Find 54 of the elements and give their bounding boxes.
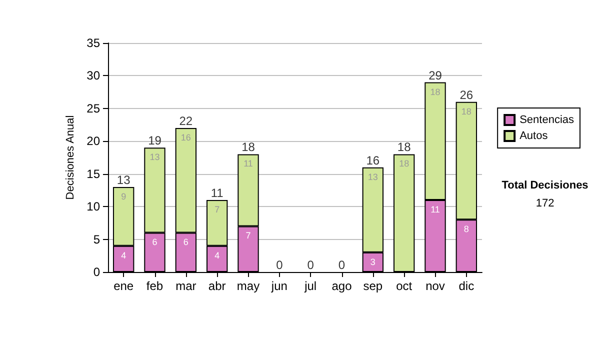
data-label: 9 (121, 191, 126, 202)
total-label: 18 (242, 140, 256, 154)
legend-label: Sentencias (520, 114, 574, 126)
data-label: 7 (214, 204, 220, 215)
total-label: 26 (460, 88, 474, 102)
data-label: 8 (464, 224, 469, 234)
data-label: 6 (183, 237, 188, 248)
x-tick-label: feb (146, 279, 164, 293)
text: Total Decisiones (502, 180, 588, 192)
x-tick-label: jul (304, 279, 317, 293)
x-tick-label: jun (270, 279, 288, 293)
data-label: 18 (461, 106, 472, 116)
total-label: 16 (366, 153, 380, 168)
x-tick-label: abr (208, 279, 226, 293)
data-label: 18 (430, 86, 440, 97)
total-label: 0 (338, 258, 346, 272)
y-axis-title: Decisiones Anual (64, 115, 76, 200)
x-tick-label: oct (396, 279, 413, 293)
data-label: 18 (399, 158, 410, 169)
data-label: 16 (180, 132, 191, 143)
x-tick-label: dic (458, 279, 474, 293)
legend-label: Autos (520, 130, 548, 142)
x-tick-label: sep (363, 279, 383, 293)
data-label: 4 (121, 250, 126, 260)
y-tick-label: 20 (86, 134, 100, 148)
total-label: 22 (179, 114, 193, 128)
y-tick-label: 25 (86, 101, 100, 116)
total-label: 0 (307, 258, 314, 272)
total-label: 13 (116, 172, 131, 187)
total-label: 18 (397, 140, 412, 154)
total-label: 29 (428, 68, 442, 82)
y-tick-label: 35 (86, 36, 100, 50)
x-tick-label: mar (176, 279, 196, 293)
y-tick-label: 10 (86, 200, 100, 214)
data-label: 6 (152, 237, 158, 248)
text: 172 (536, 198, 554, 210)
x-tick-label: ago (332, 279, 352, 293)
data-label: 13 (368, 172, 378, 182)
y-tick-label: 15 (86, 166, 100, 181)
total-label: 0 (276, 258, 284, 272)
y-tick-label: 0 (93, 265, 100, 279)
data-label: 4 (214, 250, 220, 260)
total-label: 19 (148, 134, 162, 148)
total-label: 11 (210, 186, 224, 200)
data-label: 11 (244, 158, 253, 169)
data-label: 3 (370, 256, 376, 267)
data-label: 13 (150, 152, 160, 162)
data-label: 11 (430, 204, 440, 215)
y-tick-label: 30 (86, 68, 100, 83)
x-tick-label: nov (426, 279, 445, 293)
x-tick-label: ene (114, 279, 134, 293)
data-label: 7 (246, 230, 251, 241)
y-tick-label: 5 (93, 232, 100, 246)
x-tick-label: may (236, 279, 260, 293)
